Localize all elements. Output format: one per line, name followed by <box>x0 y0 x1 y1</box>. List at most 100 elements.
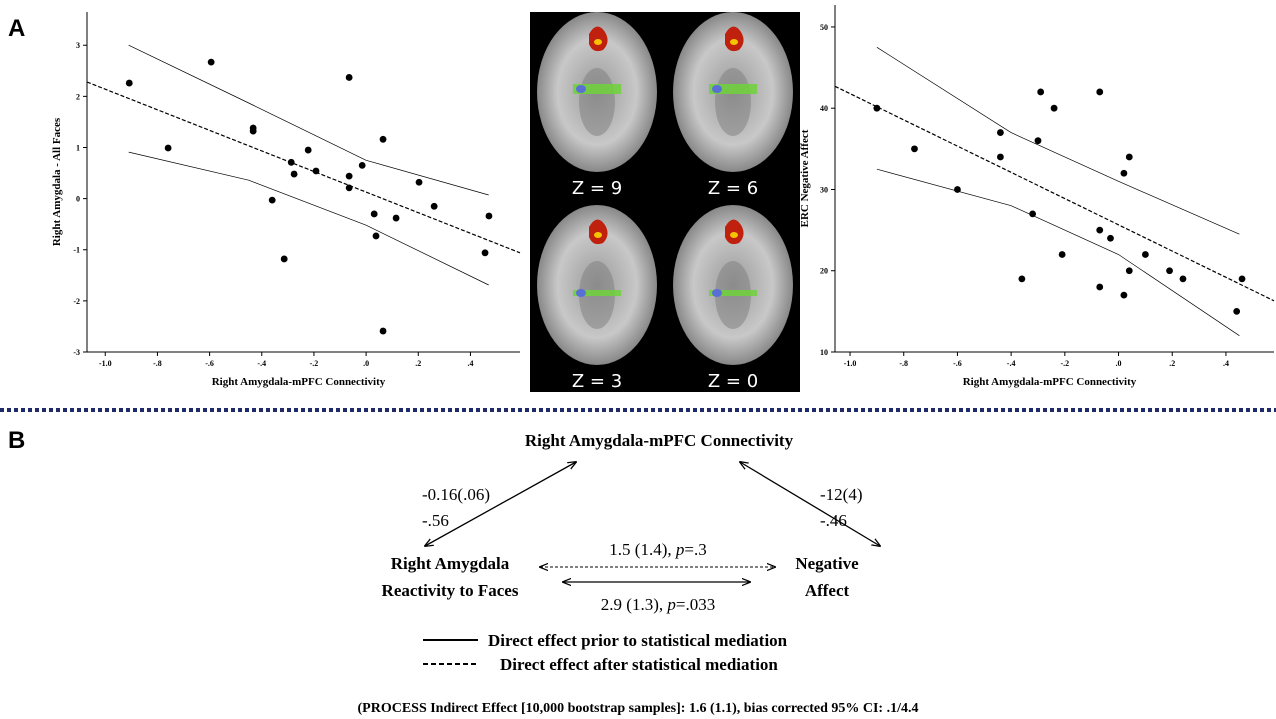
y-axis-label: Right Amygdala - All Faces <box>51 117 63 246</box>
activation-yellow <box>730 39 738 45</box>
point <box>346 173 353 180</box>
activation-blue <box>712 289 722 297</box>
panel-label: A <box>8 15 25 42</box>
y-tick-label: 30 <box>820 185 828 194</box>
y-tick-label: -2 <box>73 297 80 306</box>
slice-label: Z = 3 <box>572 371 622 392</box>
point <box>291 171 298 178</box>
point <box>288 159 295 166</box>
x-tick-label: .2 <box>1169 359 1175 368</box>
x-tick-label: -.2 <box>1061 359 1070 368</box>
point <box>346 74 353 81</box>
point <box>250 128 257 135</box>
x-tick-label: -.6 <box>205 359 214 368</box>
path-arrow <box>425 462 576 546</box>
point <box>997 154 1004 161</box>
point <box>126 80 133 87</box>
activation-yellow <box>594 232 602 238</box>
point <box>1107 235 1114 242</box>
text: p <box>666 595 676 614</box>
slice-label: Z = 6 <box>708 178 758 199</box>
point <box>373 233 380 240</box>
point <box>380 328 387 335</box>
point <box>346 184 353 191</box>
point <box>393 215 400 222</box>
coefficient: 1.5 (1.4), p=.3 <box>609 540 706 559</box>
figure: A B Z = 9Z = 6Z = 3Z = 0 Right Amygdala-… <box>0 0 1276 719</box>
point <box>1239 275 1246 282</box>
point <box>1059 251 1066 258</box>
point <box>1029 210 1036 217</box>
slice-label: Z = 0 <box>708 371 758 392</box>
x-tick-label: .4 <box>1223 359 1229 368</box>
y-tick-label: 20 <box>820 267 828 276</box>
point <box>1051 105 1058 112</box>
y-tick-label: 40 <box>820 104 828 113</box>
path-arrow <box>740 462 880 546</box>
x-tick-label: -.8 <box>899 359 908 368</box>
y-tick-label: -3 <box>73 348 80 357</box>
point <box>1233 308 1240 315</box>
x-tick-label: -.8 <box>153 359 162 368</box>
point <box>997 129 1004 136</box>
footnote: (PROCESS Indirect Effect [10,000 bootstr… <box>358 701 919 716</box>
ventricle <box>715 68 751 136</box>
x-axis-label: Right Amygdala-mPFC Connectivity <box>963 376 1137 388</box>
text: =.033 <box>676 595 715 614</box>
activation-blue <box>576 85 586 93</box>
node: Negative <box>795 554 859 573</box>
point <box>1121 292 1128 299</box>
legend-text: Direct effect after statistical mediatio… <box>500 655 778 674</box>
y-tick-label: 1 <box>76 143 80 152</box>
x-tick-label: -.2 <box>310 359 319 368</box>
ventricle <box>579 68 615 136</box>
point <box>482 249 489 256</box>
point <box>359 162 366 169</box>
y-tick-label: -1 <box>73 246 80 255</box>
activation-blue <box>712 85 722 93</box>
x-tick-label: -.4 <box>257 359 266 368</box>
brain-images: Z = 9 Z = 6 Z = 3 Z = 0 <box>530 12 800 392</box>
point <box>1037 89 1044 96</box>
node: Affect <box>805 581 850 600</box>
coefficient: -.56 <box>422 511 449 530</box>
point <box>380 136 387 143</box>
point <box>305 147 312 154</box>
point <box>1166 267 1173 274</box>
page: {"panel_labels": ["A", "B"], "chart_data… <box>0 0 1276 719</box>
x-axis-label: Right Amygdala-mPFC Connectivity <box>212 376 386 388</box>
text: p <box>675 540 685 559</box>
point <box>1126 154 1133 161</box>
point <box>1142 251 1149 258</box>
x-tick-label: .2 <box>415 359 421 368</box>
point <box>208 59 215 66</box>
y-tick-label: 3 <box>76 41 80 50</box>
activation-yellow <box>730 232 738 238</box>
fit-line <box>87 82 520 253</box>
fit-line <box>835 86 1274 300</box>
text: 1.5 (1.4), <box>609 540 676 559</box>
confidence-band <box>877 47 1240 234</box>
activation-yellow <box>594 39 602 45</box>
point <box>954 186 961 193</box>
text: 2.9 (1.3), <box>601 595 668 614</box>
point <box>1096 89 1103 96</box>
mediation-diagram: Right Amygdala-mPFC Connectivity -0.16(.… <box>358 431 919 716</box>
y-tick-label: 10 <box>820 348 828 357</box>
point <box>486 213 493 220</box>
activation-blue <box>576 289 586 297</box>
point <box>1018 275 1025 282</box>
point <box>1096 227 1103 234</box>
y-tick-label: 0 <box>76 195 80 204</box>
y-axis-label: ERC Negative Affect <box>799 129 811 227</box>
coefficient: 2.9 (1.3), p=.033 <box>601 595 715 614</box>
point <box>165 145 172 152</box>
legend-text: Direct effect prior to statistical media… <box>488 631 788 650</box>
point <box>269 197 276 204</box>
slice-label: Z = 9 <box>572 178 622 199</box>
node: Reactivity to Faces <box>382 581 519 600</box>
x-tick-label: -1.0 <box>99 359 112 368</box>
coefficient: -.46 <box>820 511 847 530</box>
coefficient: -0.16(.06) <box>422 485 490 504</box>
